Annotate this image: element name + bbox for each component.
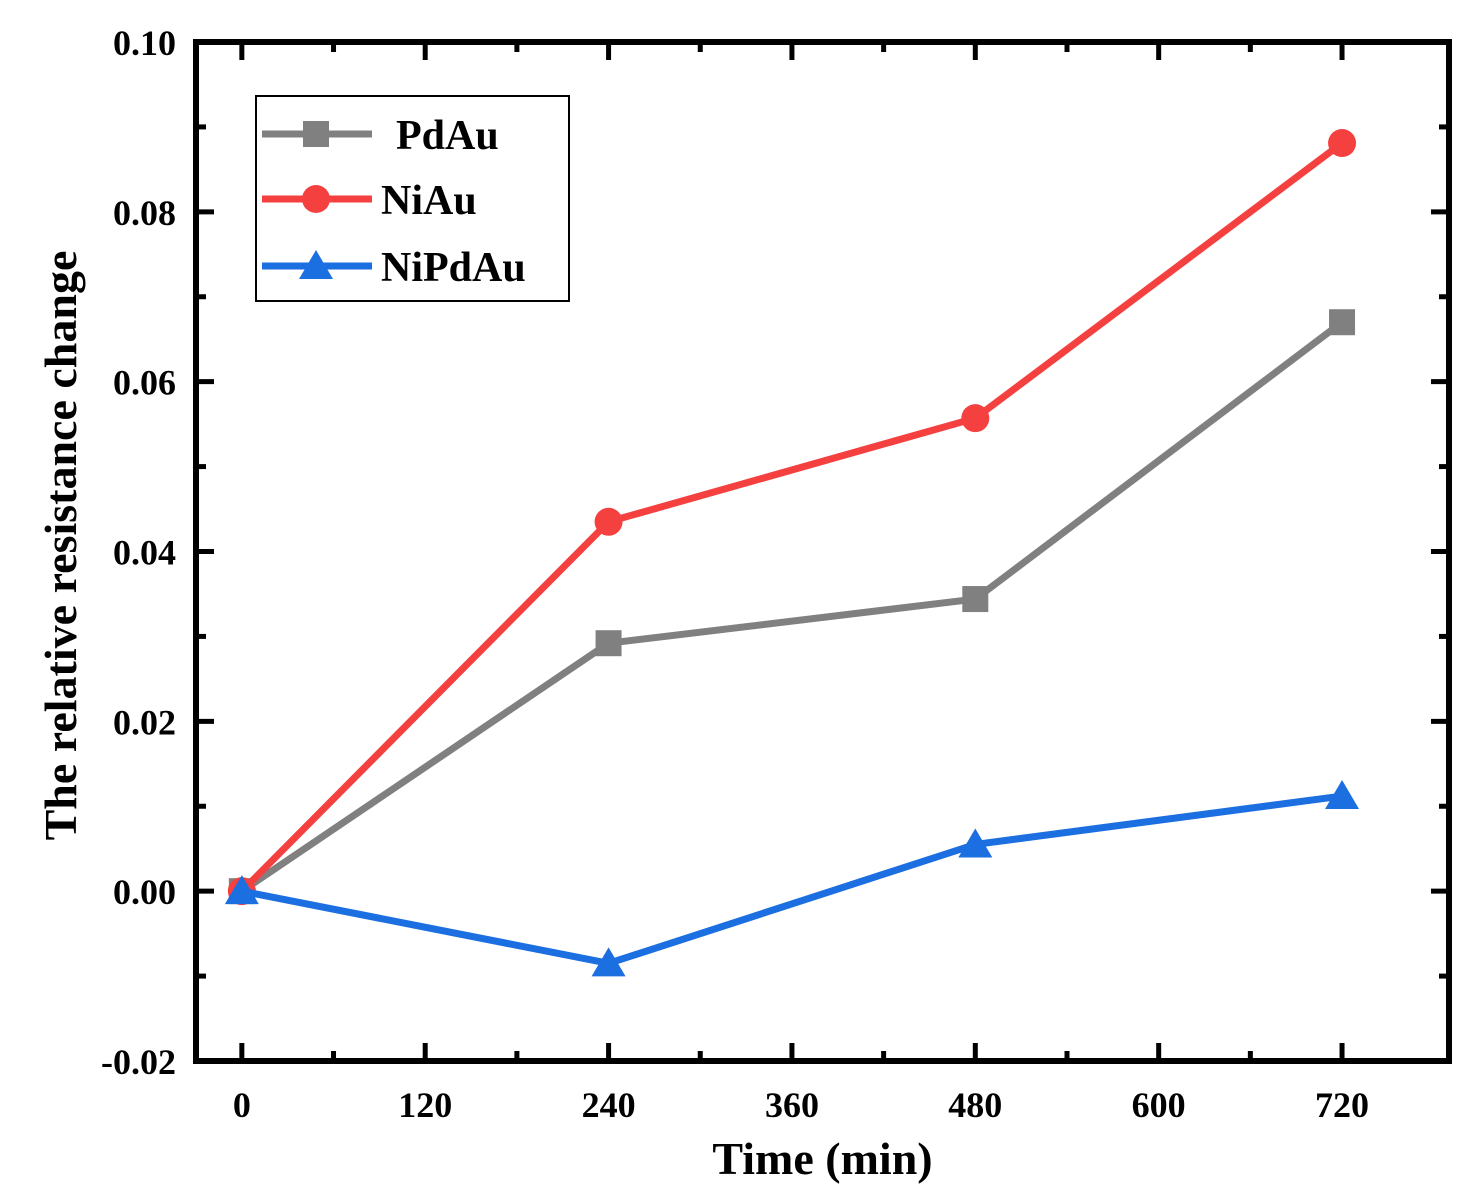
series-layer (224, 129, 1360, 977)
y-tick-label: 0.06 (113, 363, 176, 403)
y-tick-label: 0.02 (113, 702, 176, 742)
series-nipdau (224, 780, 1360, 977)
ticks-layer (196, 39, 1449, 1064)
y-tick-label: 0.00 (113, 872, 176, 912)
x-tick-label: 0 (233, 1085, 251, 1125)
nipdau-point (591, 947, 626, 977)
legend-marker-niau (302, 185, 330, 213)
niau-point (961, 404, 990, 433)
y-axis-title: The relative resistance change (35, 251, 86, 841)
legend-label-nipdau: NiPdAu (381, 245, 526, 291)
legend-marker-nipdau (299, 250, 333, 279)
niau-point (594, 507, 623, 536)
x-tick-label: 360 (765, 1085, 819, 1125)
niau-line (239, 140, 1345, 894)
y-tick-label: 0.04 (113, 533, 176, 573)
nipdau-point (1325, 780, 1360, 810)
x-tick-label: 720 (1315, 1085, 1369, 1125)
y-tick-label: 0.08 (113, 193, 176, 233)
x-tick-label: 120 (398, 1085, 452, 1125)
legend-marker-pdau (303, 121, 329, 147)
pdau-point (1329, 309, 1356, 336)
legend-label-pdau: PdAu (396, 113, 499, 159)
y-tick-label: 0.10 (113, 23, 176, 63)
nipdau-point (224, 875, 259, 905)
pdau-point (595, 630, 622, 657)
x-tick-label: 600 (1132, 1085, 1186, 1125)
pdau-line (239, 319, 1345, 895)
series-pdau (228, 309, 1356, 905)
pdau-point (962, 586, 989, 613)
x-axis-title: Time (min) (712, 1133, 932, 1184)
tick-labels: 0 120 240 360 480 600 720 -0.02 0.00 0.02 0.04 0.06… (101, 23, 1369, 1125)
series-niau (227, 129, 1357, 906)
niau-point (1328, 129, 1357, 158)
nipdau-point (958, 828, 993, 858)
nipdau-line (241, 792, 1343, 967)
x-tick-label: 240 (582, 1085, 636, 1125)
x-tick-label: 480 (948, 1085, 1002, 1125)
legend: PdAu NiAu NiPdAu (255, 95, 570, 302)
legend-label-niau: NiAu (381, 178, 477, 224)
y-tick-label: -0.02 (101, 1042, 176, 1082)
